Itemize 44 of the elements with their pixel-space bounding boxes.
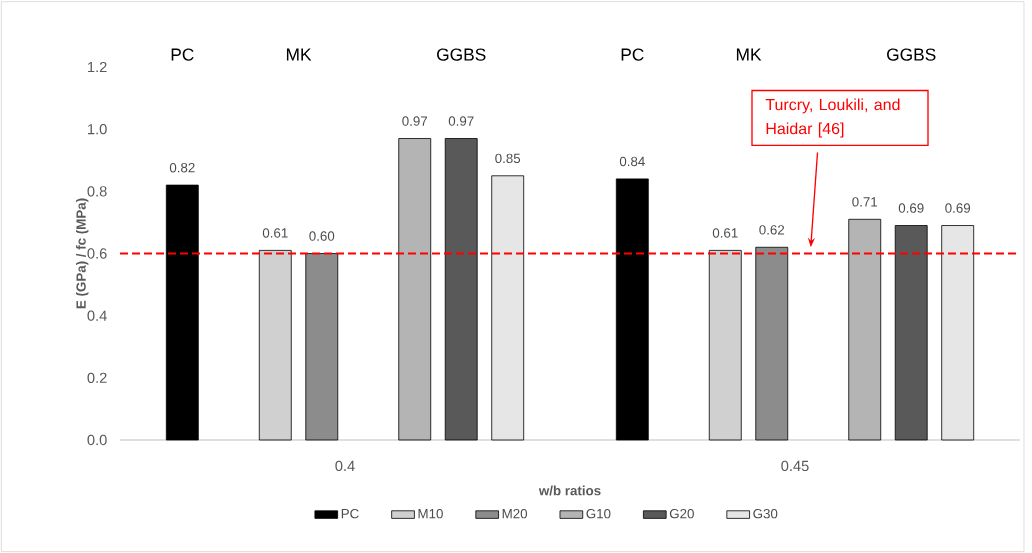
text: GGBS bbox=[437, 48, 486, 61]
bar bbox=[615, 178, 649, 441]
bar bbox=[258, 249, 292, 441]
legend-label: G10 bbox=[586, 508, 611, 519]
text: MK bbox=[736, 48, 762, 61]
ref-line-label: Turcry, Loukili, and Haidar [46] bbox=[765, 98, 900, 138]
legend-label: G20 bbox=[669, 508, 694, 519]
bar bbox=[491, 175, 525, 441]
bar bbox=[894, 225, 928, 441]
text: MK bbox=[286, 48, 312, 61]
y-tick-label: 0.8 bbox=[87, 186, 107, 197]
data-label: 0.84 bbox=[619, 156, 645, 167]
y-tick-label: 1.0 bbox=[88, 123, 107, 135]
text: PC bbox=[171, 48, 194, 61]
bar bbox=[444, 138, 478, 441]
bar bbox=[165, 184, 199, 441]
data-label: 0.97 bbox=[448, 116, 474, 126]
data-label: 0.61 bbox=[262, 228, 288, 238]
data-label: 0.82 bbox=[169, 162, 195, 173]
bar bbox=[941, 225, 975, 441]
data-label: 0.69 bbox=[898, 203, 924, 213]
bar bbox=[708, 249, 742, 441]
data-label: 0.62 bbox=[759, 225, 785, 235]
x-axis-title: w/b ratios bbox=[538, 485, 601, 496]
legend-label: PC bbox=[341, 508, 359, 519]
data-label: 0.85 bbox=[495, 153, 521, 164]
legend-label: M20 bbox=[502, 508, 528, 519]
data-label: 0.60 bbox=[309, 231, 335, 241]
y-tick-label: 0.6 bbox=[87, 248, 107, 259]
bar bbox=[755, 246, 789, 441]
text: PC bbox=[621, 48, 644, 61]
legend-label: M10 bbox=[418, 508, 443, 519]
data-label: 0.71 bbox=[852, 197, 878, 207]
y-tick-label: 1.2 bbox=[88, 61, 107, 73]
text: GGBS bbox=[887, 48, 936, 61]
bar bbox=[305, 253, 339, 441]
data-label: 0.69 bbox=[945, 203, 971, 213]
y-tick-label: 0.0 bbox=[87, 434, 107, 446]
y-tick-label: 0.4 bbox=[87, 310, 107, 321]
data-label: 0.61 bbox=[712, 228, 738, 238]
data-label: 0.97 bbox=[402, 116, 428, 126]
legend-label: G30 bbox=[753, 508, 778, 519]
y-tick-label: 0.2 bbox=[87, 372, 107, 384]
x-tick-label: 0.45 bbox=[781, 460, 809, 472]
